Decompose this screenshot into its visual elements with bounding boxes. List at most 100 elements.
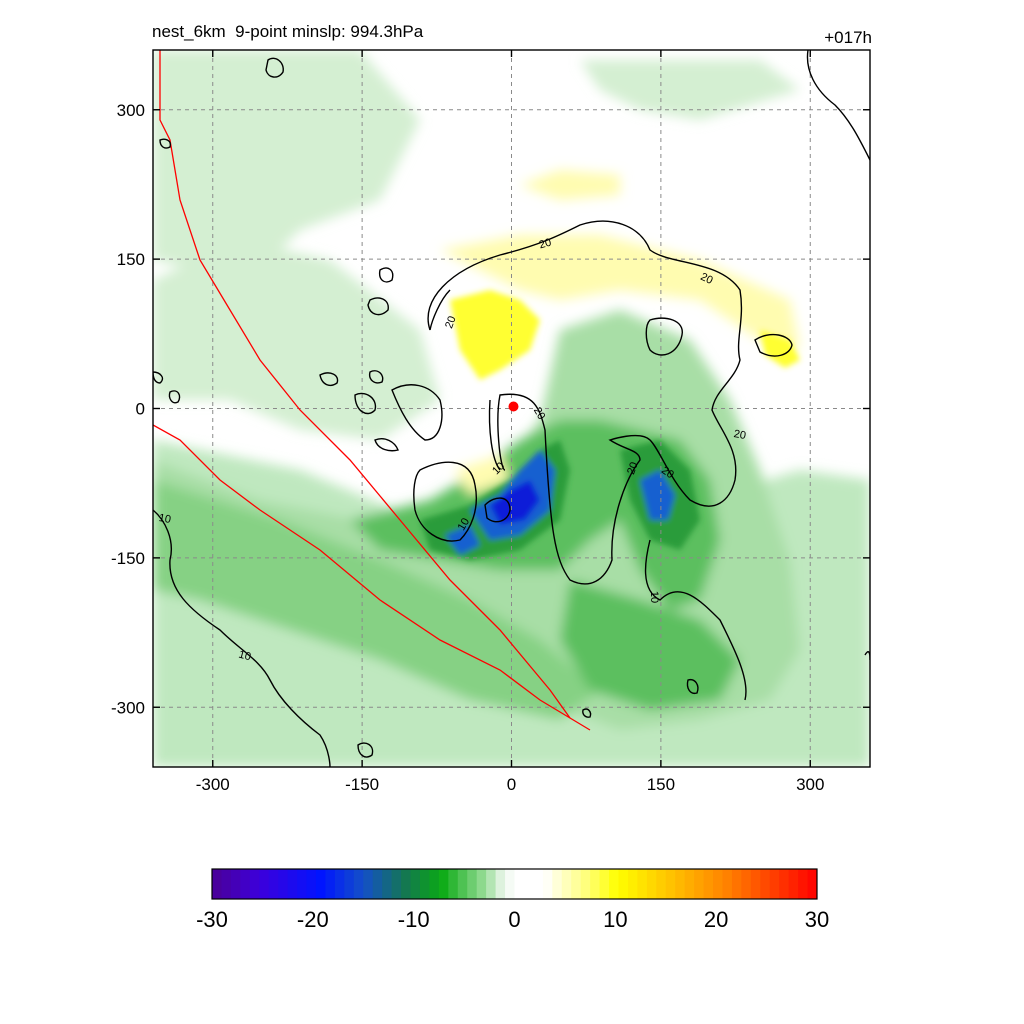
colorbar-tick-label: -10 bbox=[398, 907, 430, 932]
field-region bbox=[580, 60, 800, 120]
colorbar-swatch bbox=[505, 869, 515, 899]
boundary-line-upper bbox=[159, 50, 571, 719]
contour-label-text: 20 bbox=[733, 428, 747, 442]
contour-line bbox=[484, 497, 511, 523]
x-tick-label: 150 bbox=[647, 775, 675, 794]
contour-label: 20 bbox=[659, 464, 676, 481]
colorbar-swatch bbox=[297, 869, 308, 899]
colorbar-swatch bbox=[552, 869, 563, 899]
contour-lines bbox=[153, 50, 870, 767]
contour-label: 10 bbox=[648, 591, 660, 603]
contour-label-text: 20 bbox=[698, 271, 714, 287]
x-tick-label: 0 bbox=[507, 775, 516, 794]
colorbar-swatch bbox=[212, 869, 222, 899]
colorbar-swatch bbox=[419, 869, 430, 899]
contour-line bbox=[754, 333, 793, 357]
colorbar-swatch bbox=[401, 869, 412, 899]
contour-line bbox=[429, 289, 451, 331]
field-region bbox=[560, 580, 740, 710]
colorbar-swatch bbox=[665, 869, 676, 899]
y-tick-label: -300 bbox=[111, 698, 145, 717]
colorbar-swatch bbox=[486, 869, 497, 899]
colorbar-swatch bbox=[542, 869, 553, 899]
contour-line bbox=[686, 678, 699, 695]
colorbar-swatch bbox=[523, 869, 534, 899]
colorbar-swatch bbox=[240, 869, 251, 899]
field-region bbox=[153, 50, 420, 280]
field-region bbox=[640, 470, 675, 520]
contour-line bbox=[645, 317, 683, 356]
contour-label-text: 20 bbox=[531, 405, 548, 422]
colorbar-swatch bbox=[325, 869, 336, 899]
colorbar-swatch bbox=[372, 869, 383, 899]
colorbar-swatch bbox=[514, 869, 525, 899]
colorbar-swatch bbox=[788, 869, 799, 899]
colorbar-swatch bbox=[334, 869, 345, 899]
contour-line bbox=[374, 438, 399, 452]
colorbar-swatch bbox=[760, 869, 771, 899]
contour-line bbox=[168, 390, 181, 404]
colorbar-swatch bbox=[278, 869, 289, 899]
colorbar-tick-label: 0 bbox=[508, 907, 520, 932]
contour-line bbox=[427, 220, 743, 585]
contour-label: 20 bbox=[698, 271, 714, 287]
x-tick-label: -300 bbox=[196, 775, 230, 794]
colorbar-swatch bbox=[353, 869, 364, 899]
colorbar-swatch bbox=[741, 869, 752, 899]
colorbar-swatch bbox=[798, 869, 809, 899]
field-region bbox=[760, 330, 800, 368]
colorbar-tick-label: 20 bbox=[704, 907, 728, 932]
field-region bbox=[520, 170, 620, 200]
contour-label: 20 bbox=[733, 428, 747, 442]
colorbar-swatch bbox=[807, 869, 818, 899]
y-tick-label: 0 bbox=[136, 400, 145, 419]
contour-line bbox=[319, 372, 339, 387]
contour-line bbox=[357, 742, 374, 758]
field-region bbox=[445, 525, 480, 555]
contour-label: 20 bbox=[443, 315, 458, 331]
colorbar-swatch bbox=[571, 869, 582, 899]
boundary-line-lower bbox=[153, 424, 591, 731]
contour-label: 10 bbox=[237, 649, 252, 664]
colorbar-swatch bbox=[561, 869, 572, 899]
colorbar-swatch bbox=[684, 869, 695, 899]
colorbar-swatch bbox=[363, 869, 374, 899]
contour-line bbox=[391, 384, 443, 441]
y-tick-label: 150 bbox=[117, 250, 145, 269]
contour-label-text: 10 bbox=[648, 591, 660, 603]
colorbar-swatch bbox=[448, 869, 459, 899]
colorbar-swatch bbox=[713, 869, 723, 899]
colorbar-swatch bbox=[646, 869, 657, 899]
colorbar-frame bbox=[211, 868, 818, 900]
contour-label-text: 20 bbox=[659, 464, 676, 481]
contour-line bbox=[367, 297, 389, 316]
colorbar-swatch bbox=[731, 869, 742, 899]
colorbar-swatch bbox=[599, 869, 610, 899]
contour-label-text: 20 bbox=[443, 315, 458, 331]
colorbar-swatch bbox=[467, 869, 478, 899]
contour-label: 20 bbox=[538, 237, 553, 252]
colorbar-swatch bbox=[637, 869, 648, 899]
colorbar-swatch bbox=[533, 869, 544, 899]
colorbar-swatch bbox=[779, 869, 790, 899]
storm-center-layer bbox=[508, 401, 519, 412]
field-region bbox=[490, 480, 540, 525]
colorbar-swatch bbox=[609, 869, 619, 899]
colorbar-swatch bbox=[410, 869, 421, 899]
colorbar-swatch bbox=[230, 869, 241, 899]
colorbar-swatch bbox=[249, 869, 260, 899]
contour-line bbox=[368, 370, 384, 384]
colorbar-swatch bbox=[769, 869, 780, 899]
colorbar-swatch bbox=[627, 869, 638, 899]
colorbar-swatch bbox=[618, 869, 629, 899]
contour-label: 20 bbox=[531, 405, 548, 422]
contour-line bbox=[159, 138, 172, 149]
contour-label-text: 10 bbox=[237, 649, 252, 664]
contour-label: 20 bbox=[625, 461, 640, 477]
contour-label-text: 20 bbox=[625, 461, 640, 477]
colorbar-swatch bbox=[315, 869, 326, 899]
colorbar-swatch bbox=[750, 869, 761, 899]
colorbar-swatch bbox=[259, 869, 270, 899]
